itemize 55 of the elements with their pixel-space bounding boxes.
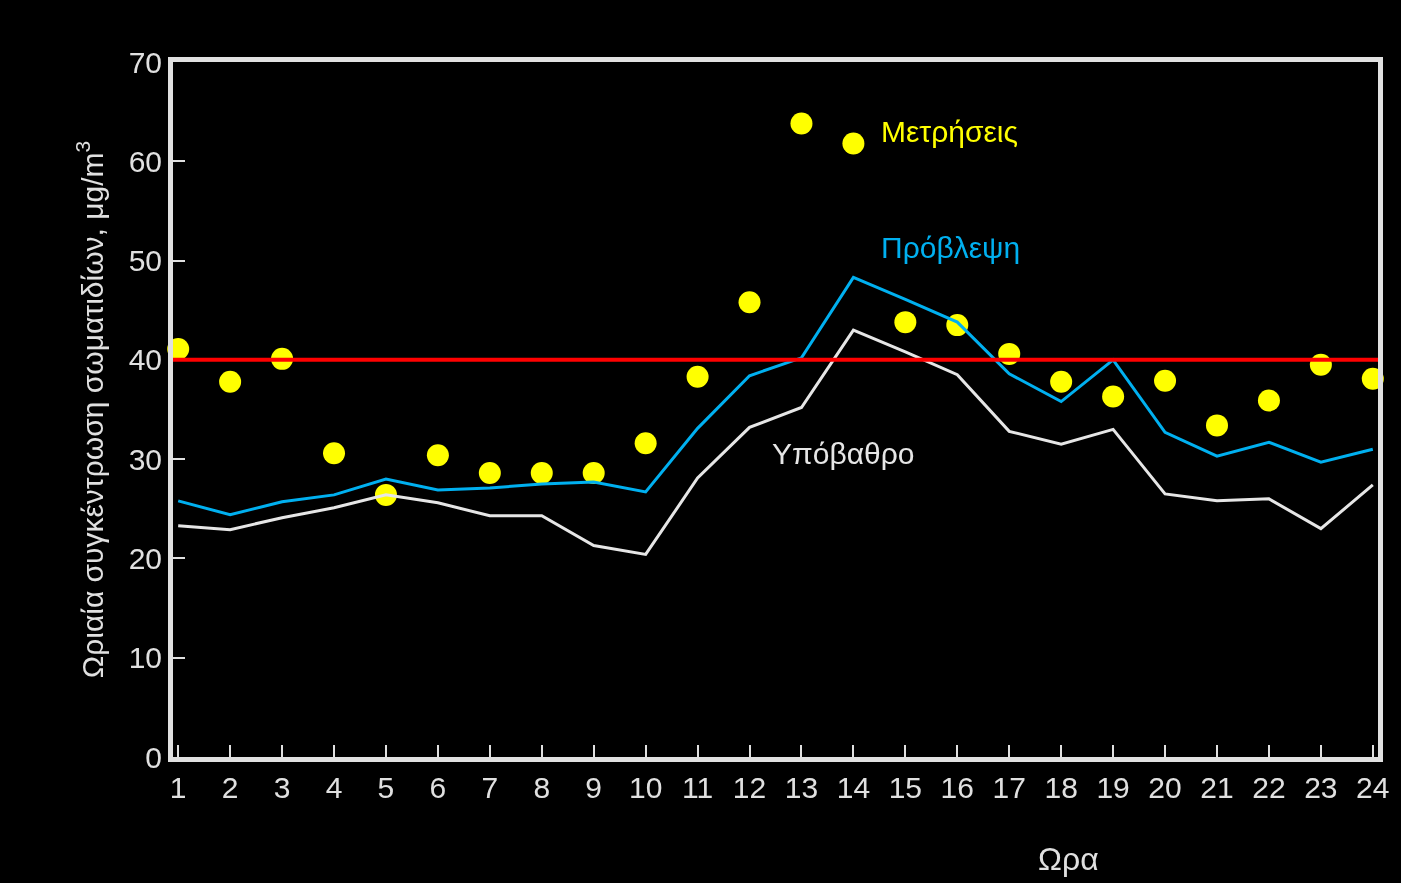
x-tick-label: 5 (377, 771, 395, 804)
x-tick-label: 14 (836, 771, 871, 804)
point (323, 442, 346, 465)
x-tick-label: 11 (682, 771, 714, 804)
point (219, 370, 242, 393)
point (1102, 385, 1125, 408)
x-tick-label: 23 (1304, 771, 1338, 804)
point (426, 444, 449, 467)
x-tick-label: 21 (1200, 771, 1234, 804)
x-tick-label: 24 (1356, 771, 1390, 804)
y-tick-label: 60 (128, 144, 162, 178)
x-tick-label: 8 (533, 771, 551, 804)
series-label: Πρόβλεψη (881, 231, 1021, 264)
x-tick-label: 9 (585, 771, 603, 804)
point (1206, 414, 1228, 437)
x-tick-label: 20 (1148, 771, 1182, 804)
point (1257, 389, 1280, 412)
x-tick-label: 16 (940, 771, 974, 804)
point (1050, 370, 1073, 393)
x-tick-label: 10 (628, 771, 663, 804)
point (634, 432, 657, 455)
x-tick-label: 7 (481, 771, 499, 804)
x-tick-label: 13 (784, 771, 819, 804)
point (582, 462, 605, 485)
point (790, 112, 813, 135)
point (530, 462, 553, 485)
x-tick-label: 17 (992, 771, 1026, 804)
line-series (176, 275, 1375, 517)
series-label: Μετρήσεις (881, 115, 1018, 148)
y-tick-label: 30 (128, 442, 162, 476)
x-tick-label: 19 (1096, 771, 1130, 804)
y-tick-label: 20 (128, 541, 162, 575)
x-tick-label: 18 (1044, 771, 1078, 804)
y-tick-label: 40 (128, 343, 162, 377)
x-tick-label: 15 (888, 771, 923, 804)
point (478, 462, 501, 485)
y-tick-label: 50 (128, 244, 162, 278)
x-tick-label: 12 (732, 771, 767, 804)
x-tick-label: 3 (273, 771, 291, 804)
x-tick-label: 1 (169, 771, 187, 804)
point (842, 132, 865, 155)
y-tick-label: 70 (128, 45, 162, 79)
x-tick-label: 22 (1252, 771, 1286, 804)
x-tick-label: 4 (325, 771, 343, 804)
line-series (176, 328, 1375, 556)
series-label: Υπόβαθρο (772, 437, 915, 470)
x-tick-label: 6 (429, 771, 447, 804)
x-tick-label: 2 (221, 771, 239, 804)
point (1154, 369, 1177, 392)
point (894, 311, 917, 334)
point (686, 365, 709, 388)
x-axis-title: Ωρα (1038, 841, 1099, 877)
y-tick-label: 10 (128, 641, 162, 675)
point (738, 291, 761, 314)
y-tick-label: 0 (145, 740, 162, 774)
